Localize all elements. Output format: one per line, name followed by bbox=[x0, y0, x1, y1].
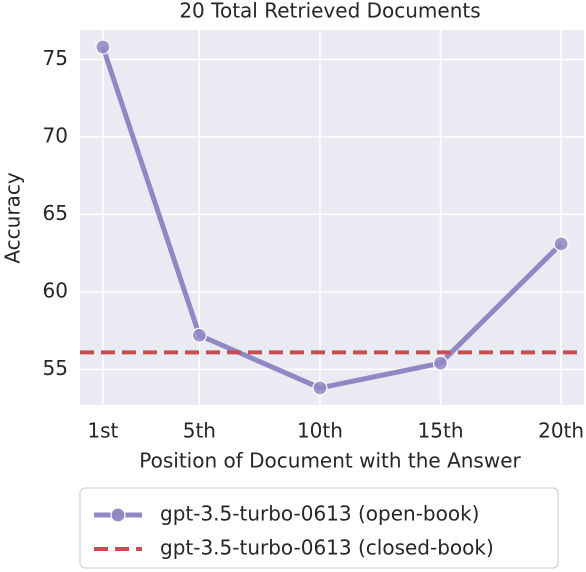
x-tick-label: 1st bbox=[87, 419, 118, 443]
y-tick-label: 70 bbox=[43, 123, 68, 147]
x-tick-label: 20th bbox=[538, 419, 584, 443]
x-tick-label: 10th bbox=[297, 419, 343, 443]
y-tick-label: 75 bbox=[43, 46, 68, 70]
y-axis-label: Accuracy bbox=[1, 172, 25, 263]
point bbox=[553, 236, 569, 252]
chart-title: 20 Total Retrieved Documents bbox=[179, 0, 480, 23]
point bbox=[191, 327, 207, 343]
point bbox=[95, 39, 111, 55]
plot-area bbox=[80, 30, 584, 405]
legend-label: gpt-3.5-turbo-0613 (open-book) bbox=[160, 502, 479, 526]
legend-marker bbox=[110, 507, 126, 523]
x-tick-label: 5th bbox=[183, 419, 216, 443]
point bbox=[312, 380, 328, 396]
y-tick-label: 65 bbox=[43, 201, 68, 225]
y-tick-label: 60 bbox=[43, 278, 68, 302]
x-axis-label: Position of Document with the Answer bbox=[139, 449, 521, 473]
point bbox=[432, 355, 449, 371]
y-tick-label: 55 bbox=[43, 356, 68, 380]
legend-label: gpt-3.5-turbo-0613 (closed-book) bbox=[160, 536, 494, 560]
legend-box bbox=[79, 487, 559, 569]
x-tick-label: 15th bbox=[418, 419, 464, 443]
